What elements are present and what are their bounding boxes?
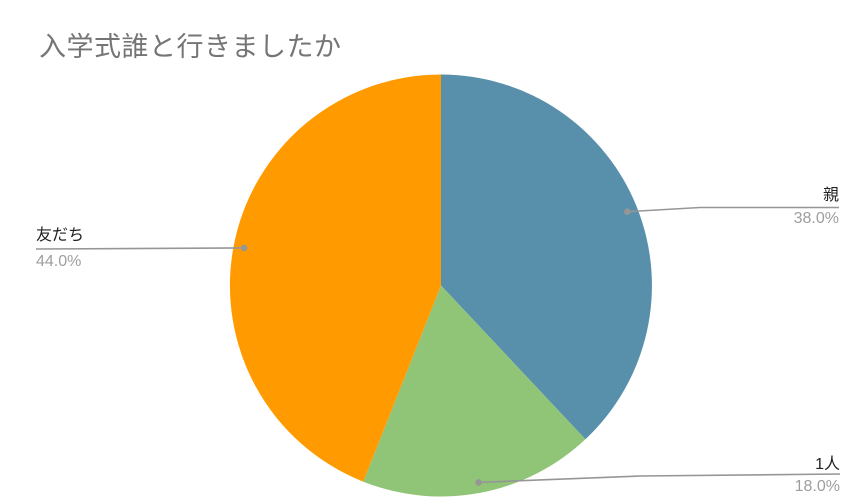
chart-title: 入学式誰と行きましたか bbox=[39, 32, 342, 62]
slice-label-parent: 親 38.0% bbox=[794, 187, 839, 227]
slice-label-alone-percent: 18.0% bbox=[794, 478, 840, 495]
leader-line-alone bbox=[478, 473, 841, 484]
slice-label-parent-name: 親 bbox=[822, 187, 839, 204]
slice-label-friends-name: 友だち bbox=[36, 227, 85, 244]
leader-dot-alone bbox=[475, 479, 482, 486]
slice-label-alone-name: 1人 bbox=[815, 456, 840, 473]
leader-line-parent bbox=[627, 206, 839, 213]
slice-label-friends-percent: 44.0% bbox=[36, 253, 82, 270]
slice-label-alone: 1人 18.0% bbox=[795, 456, 840, 495]
leader-line-friends bbox=[35, 247, 245, 250]
slice-label-friends: 友だち 44.0% bbox=[36, 227, 84, 270]
pie-slice-friends[interactable] bbox=[229, 74, 441, 482]
pie-slice-alone[interactable] bbox=[363, 285, 586, 497]
pie-slice-parent[interactable] bbox=[441, 74, 652, 440]
leader-dot-parent bbox=[624, 208, 631, 215]
leader-dot-friends bbox=[240, 244, 248, 252]
slice-label-parent-percent: 38.0% bbox=[793, 210, 839, 227]
